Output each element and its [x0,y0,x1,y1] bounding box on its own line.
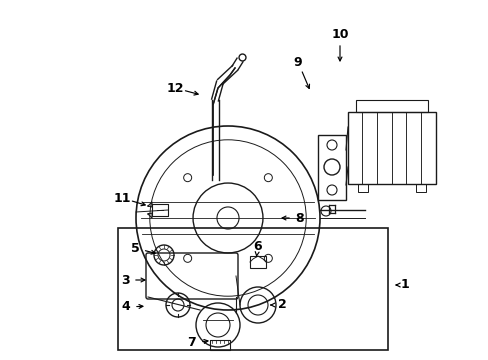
Text: 2: 2 [277,298,286,311]
Text: 4: 4 [122,301,130,314]
Bar [347,112,435,184]
Text: 5: 5 [130,242,139,255]
Bar [317,135,346,200]
Bar [249,256,265,268]
Bar [415,184,425,192]
Text: 10: 10 [330,28,348,41]
Text: 7: 7 [187,337,196,350]
Text: 12: 12 [166,81,183,94]
Text: 11: 11 [113,192,130,204]
Text: 9: 9 [293,55,302,68]
Text: 1: 1 [400,279,408,292]
Text: 3: 3 [121,274,129,287]
Text: 6: 6 [253,239,262,252]
Bar [209,340,229,350]
Bar [355,100,427,112]
Text: 8: 8 [295,211,304,225]
Bar [118,228,387,350]
Bar [357,184,367,192]
